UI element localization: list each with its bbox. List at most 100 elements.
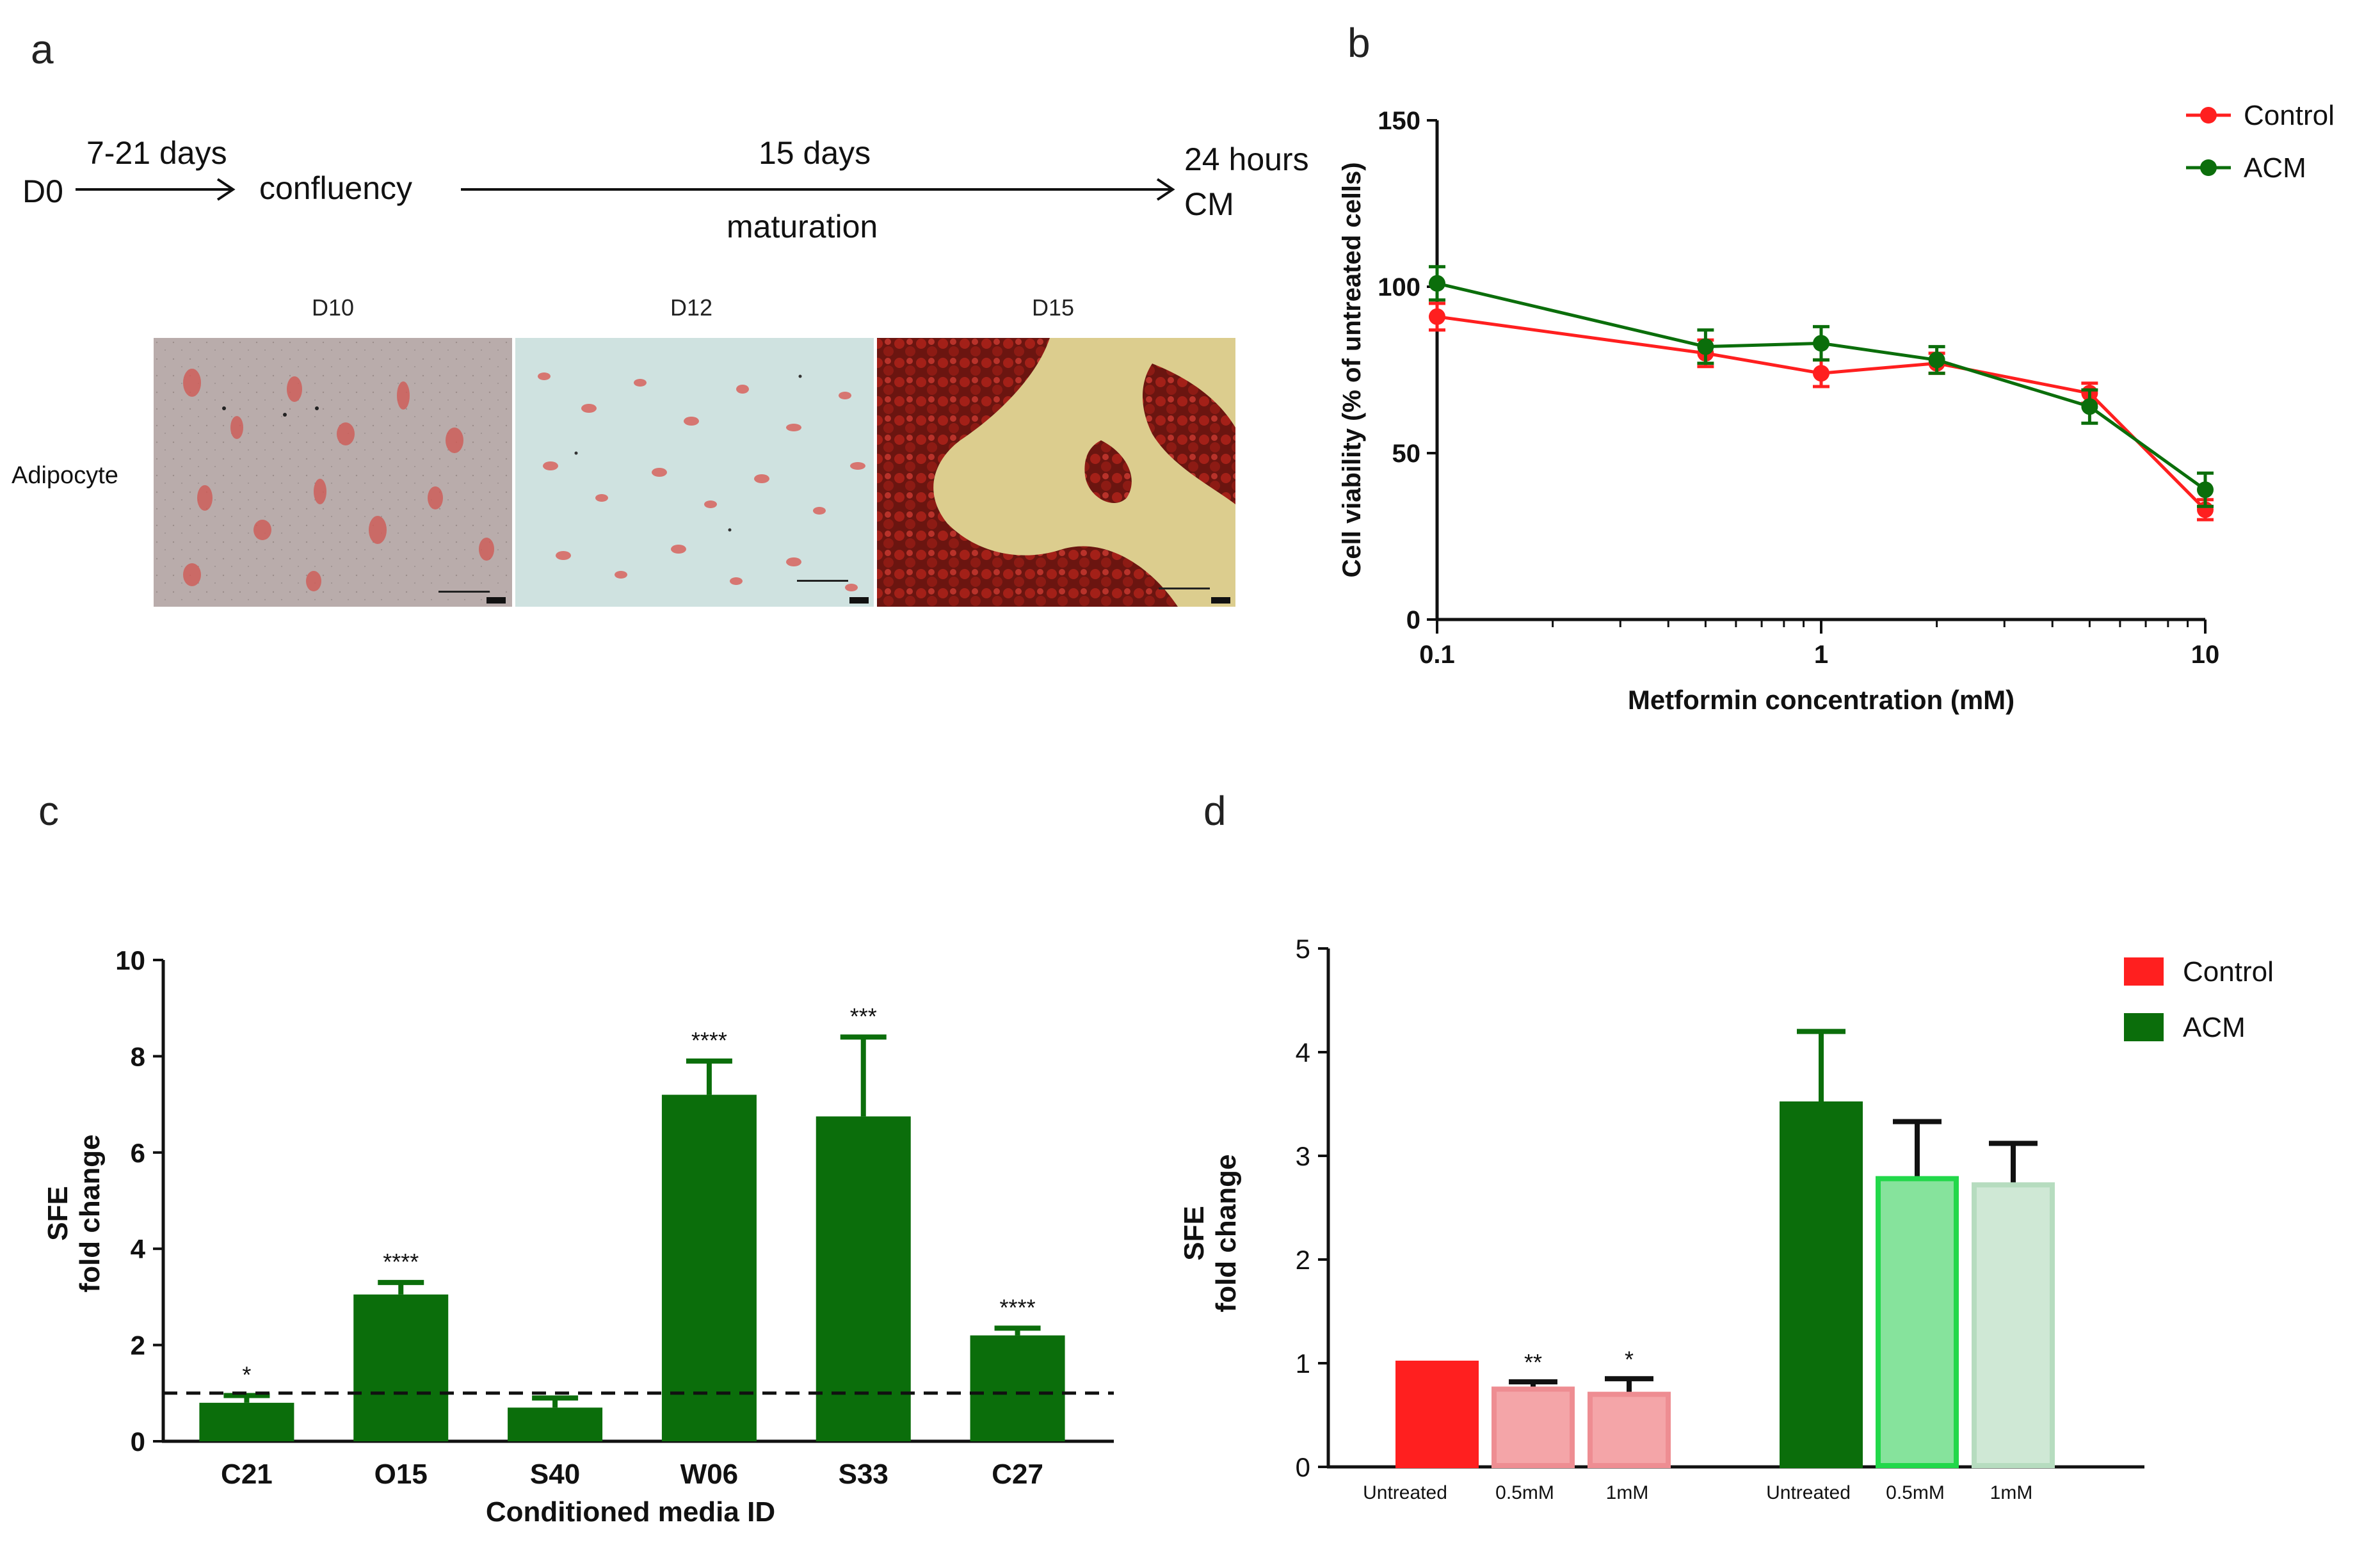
x-tick-label: C27 <box>992 1459 1043 1490</box>
bar-acm-0.5mm <box>1876 1176 1959 1468</box>
bar-s40 <box>508 1407 603 1441</box>
panel-letter-c: c <box>38 788 59 834</box>
bar-o15 <box>353 1294 449 1441</box>
y-tick-label: 5 <box>1296 934 1310 964</box>
significance-marker: **** <box>691 1027 727 1053</box>
x-tick-label: S33 <box>839 1459 888 1490</box>
x-tick-label: 0.5mM <box>1495 1482 1554 1503</box>
micrograph-strip <box>154 338 1235 607</box>
x-tick-label: 0.5mM <box>1886 1482 1945 1503</box>
y-axis-title: Cell viability (% of untreated cells) <box>1338 162 1366 577</box>
series-line-control <box>1436 315 2207 511</box>
legend-swatch <box>2124 1013 2164 1041</box>
data-point-acm <box>1429 275 1445 292</box>
arrow-2-head <box>1156 178 1175 201</box>
micrograph-label-d15: D15 <box>1031 294 1075 321</box>
y-tick-label: 10 <box>115 945 145 975</box>
x-tick-label: 1mM <box>1990 1482 2033 1503</box>
y-tick-label: 4 <box>131 1234 146 1264</box>
legend-label: Control <box>2244 100 2335 131</box>
legend-marker <box>2200 159 2217 176</box>
legend-marker <box>2200 107 2217 124</box>
micrograph-row-label: Adipocyte <box>12 462 118 489</box>
x-tick-label: W06 <box>680 1459 738 1490</box>
x-tick-label: Untreated <box>1363 1482 1447 1503</box>
legend-label: ACM <box>2183 1012 2246 1043</box>
significance-marker: **** <box>383 1249 419 1275</box>
data-point-control <box>1813 365 1829 382</box>
y-tick-label: 4 <box>1296 1037 1310 1068</box>
bar-c21 <box>199 1402 294 1441</box>
bar-control-untreated <box>1395 1361 1479 1468</box>
bar-acm-untreated <box>1780 1101 1863 1468</box>
significance-marker: * <box>1625 1346 1634 1372</box>
chart-d: 0 1 2 3 4 5 SFE fold change Untreated ** 0.5mM * 1mM… <box>1184 934 2274 1503</box>
y-axis-title-line1: SFE <box>42 1186 74 1241</box>
y-tick-label: 8 <box>131 1041 145 1071</box>
micrograph-d10 <box>154 338 512 607</box>
timeline-start: D0 <box>22 173 63 209</box>
panel-letter-a: a <box>31 26 54 72</box>
chart-b: 0 50 100 150 0.1 1 10 Metformin concentration (… <box>1338 100 2335 715</box>
y-axis-title-line2: fold change <box>74 1135 106 1293</box>
bar-s33 <box>816 1116 911 1441</box>
micrograph-label-d10: D10 <box>311 294 355 321</box>
micrograph-d15 <box>877 338 1235 607</box>
y-tick-label: 2 <box>131 1331 145 1361</box>
timeline-end-line2: CM <box>1184 186 1234 222</box>
x-axis-title: Metformin concentration (mM) <box>1628 685 2014 715</box>
timeline-arrows <box>76 178 1175 201</box>
timeline-step1-label: confluency <box>259 170 413 206</box>
x-tick-label: C21 <box>221 1459 273 1490</box>
legend-label: Control <box>2183 956 2274 988</box>
x-tick-label: 10 <box>2191 641 2220 669</box>
y-tick-label: 0 <box>131 1427 145 1457</box>
data-point-acm <box>2197 481 2214 499</box>
bar-control-1mm <box>1588 1391 1671 1468</box>
data-point-control <box>1429 308 1445 325</box>
bar-w06 <box>661 1094 757 1441</box>
legend-swatch <box>2124 957 2164 986</box>
x-tick-label: O15 <box>374 1459 428 1490</box>
x-tick-label: S40 <box>530 1459 580 1490</box>
y-tick-label: 6 <box>131 1138 145 1168</box>
y-tick-label: 1 <box>1296 1348 1310 1379</box>
significance-marker: ** <box>1524 1349 1542 1375</box>
x-tick-label: 1mM <box>1606 1482 1649 1503</box>
y-tick-label: 150 <box>1378 107 1420 135</box>
arrow-1-head <box>216 178 236 201</box>
panel-letter-d: d <box>1203 788 1226 834</box>
x-tick-label: 0.1 <box>1419 641 1455 669</box>
data-point-acm <box>1813 335 1829 352</box>
legend-label: ACM <box>2244 152 2306 184</box>
significance-marker: * <box>242 1362 251 1388</box>
micrograph-label-d12: D12 <box>670 294 713 321</box>
y-tick-label: 0 <box>1406 606 1420 634</box>
timeline-step1-duration: 7-21 days <box>86 135 227 171</box>
x-tick-label: Untreated <box>1766 1482 1851 1503</box>
timeline-step2-duration: 15 days <box>759 135 871 171</box>
data-point-acm <box>2081 398 2098 415</box>
series-line-acm <box>1436 282 2207 492</box>
data-point-acm <box>1928 351 1945 369</box>
panel-letter-b: b <box>1347 20 1371 66</box>
significance-marker: *** <box>850 1003 877 1029</box>
timeline-end-line1: 24 hours <box>1184 141 1309 177</box>
y-tick-label: 50 <box>1392 440 1421 468</box>
x-tick-label: 1 <box>1814 641 1828 669</box>
x-axis-title: Conditioned media ID <box>486 1496 775 1528</box>
y-tick-label: 3 <box>1296 1141 1310 1171</box>
significance-marker: **** <box>1000 1294 1036 1320</box>
micrograph-d12 <box>515 338 874 607</box>
data-point-acm <box>1697 338 1714 355</box>
y-tick-label: 2 <box>1296 1245 1310 1275</box>
chart-c: 0 2 4 6 8 10 SFE fold change C21 * O15 **** S40 W06 **… <box>42 945 1114 1528</box>
y-axis-title-line1: SFE <box>1184 1206 1210 1261</box>
y-tick-label: 0 <box>1296 1452 1310 1482</box>
timeline-step2-label: maturation <box>727 209 878 244</box>
bar-acm-1mm <box>1972 1182 2055 1468</box>
bar-c27 <box>970 1335 1065 1441</box>
y-axis-title-line2: fold change <box>1210 1155 1242 1313</box>
bar-control-0.5mm <box>1492 1386 1575 1468</box>
y-tick-label: 100 <box>1378 273 1420 301</box>
